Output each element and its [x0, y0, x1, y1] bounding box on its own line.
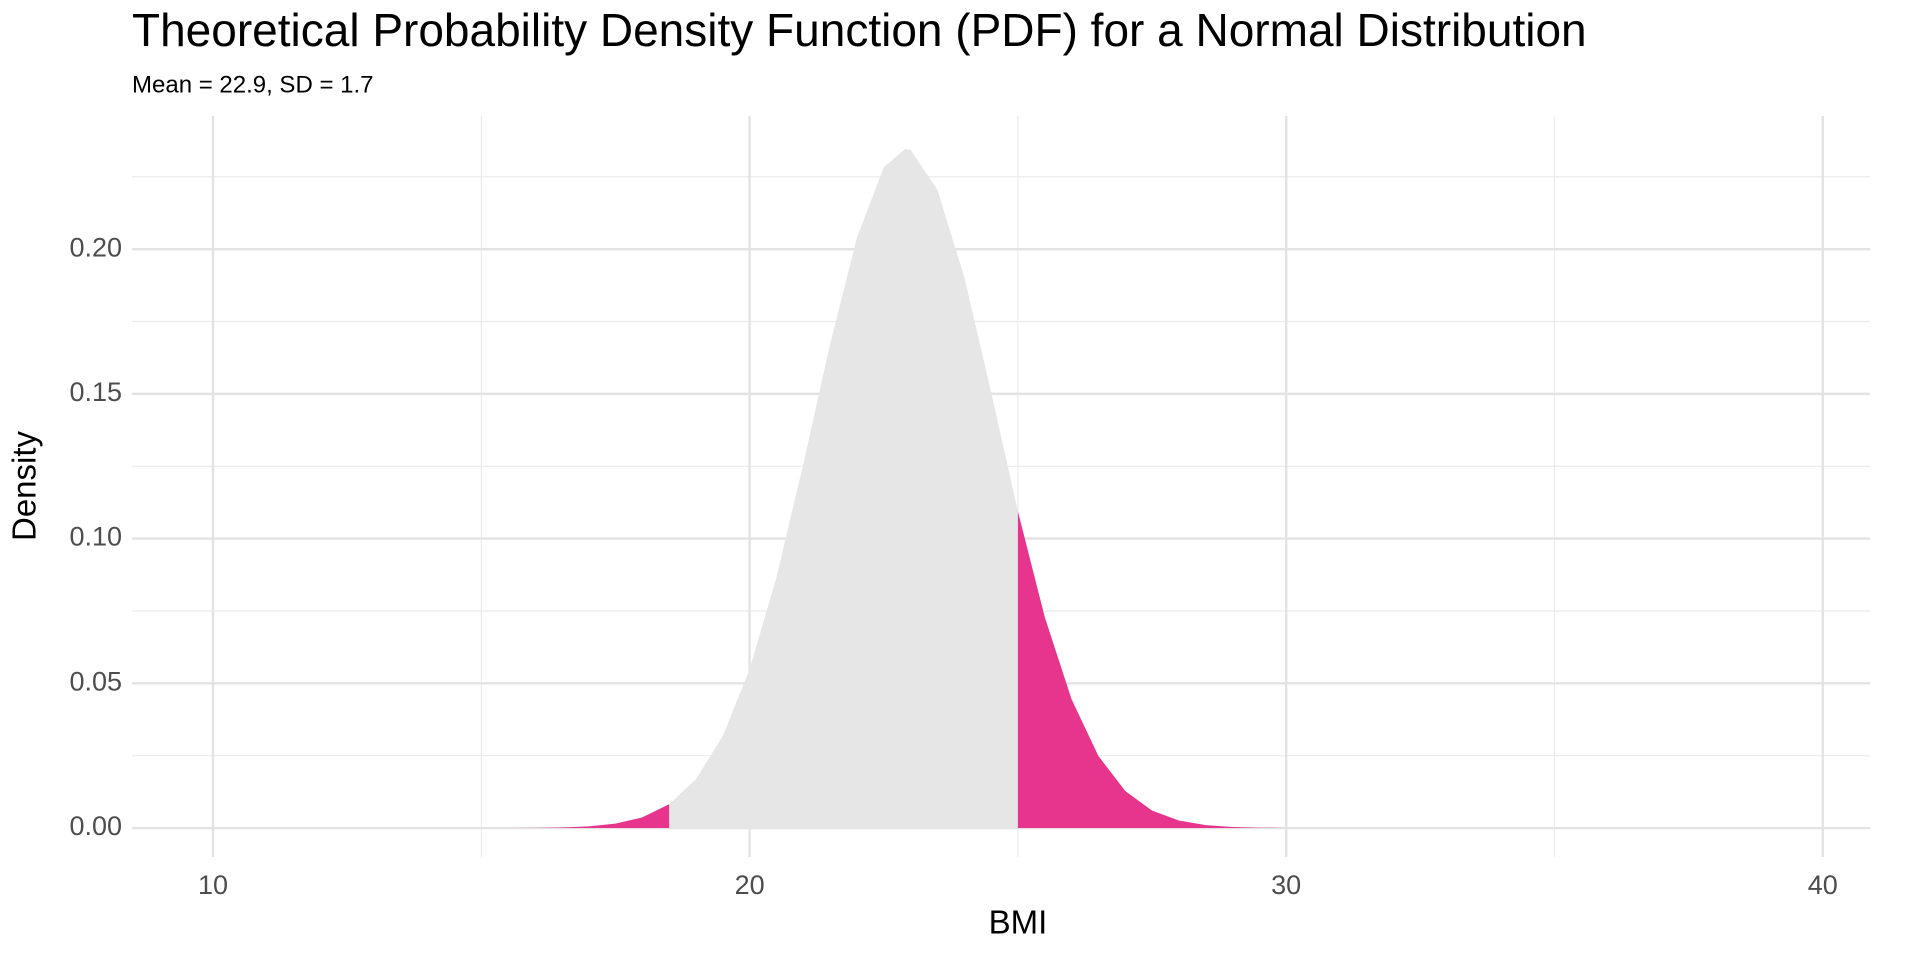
y-axis-title: Density	[6, 430, 43, 541]
density-area	[481, 148, 1340, 829]
density-area	[1017, 511, 1340, 829]
chart-subtitle: Mean = 22.9, SD = 1.7	[132, 71, 374, 98]
chart-title: Theoretical Probability Density Function…	[132, 4, 1587, 56]
y-tick-label: 0.00	[69, 811, 122, 841]
x-axis-title: BMI	[989, 904, 1048, 941]
density-area	[481, 804, 670, 829]
y-tick-label: 0.15	[69, 377, 122, 407]
y-tick-label: 0.10	[69, 522, 122, 552]
y-tick-label: 0.05	[69, 666, 122, 696]
x-tick-label: 40	[1808, 870, 1838, 900]
x-tick-label: 20	[735, 870, 765, 900]
y-tick-label: 0.20	[69, 232, 122, 262]
x-tick-label: 10	[198, 870, 228, 900]
x-tick-label: 30	[1271, 870, 1301, 900]
